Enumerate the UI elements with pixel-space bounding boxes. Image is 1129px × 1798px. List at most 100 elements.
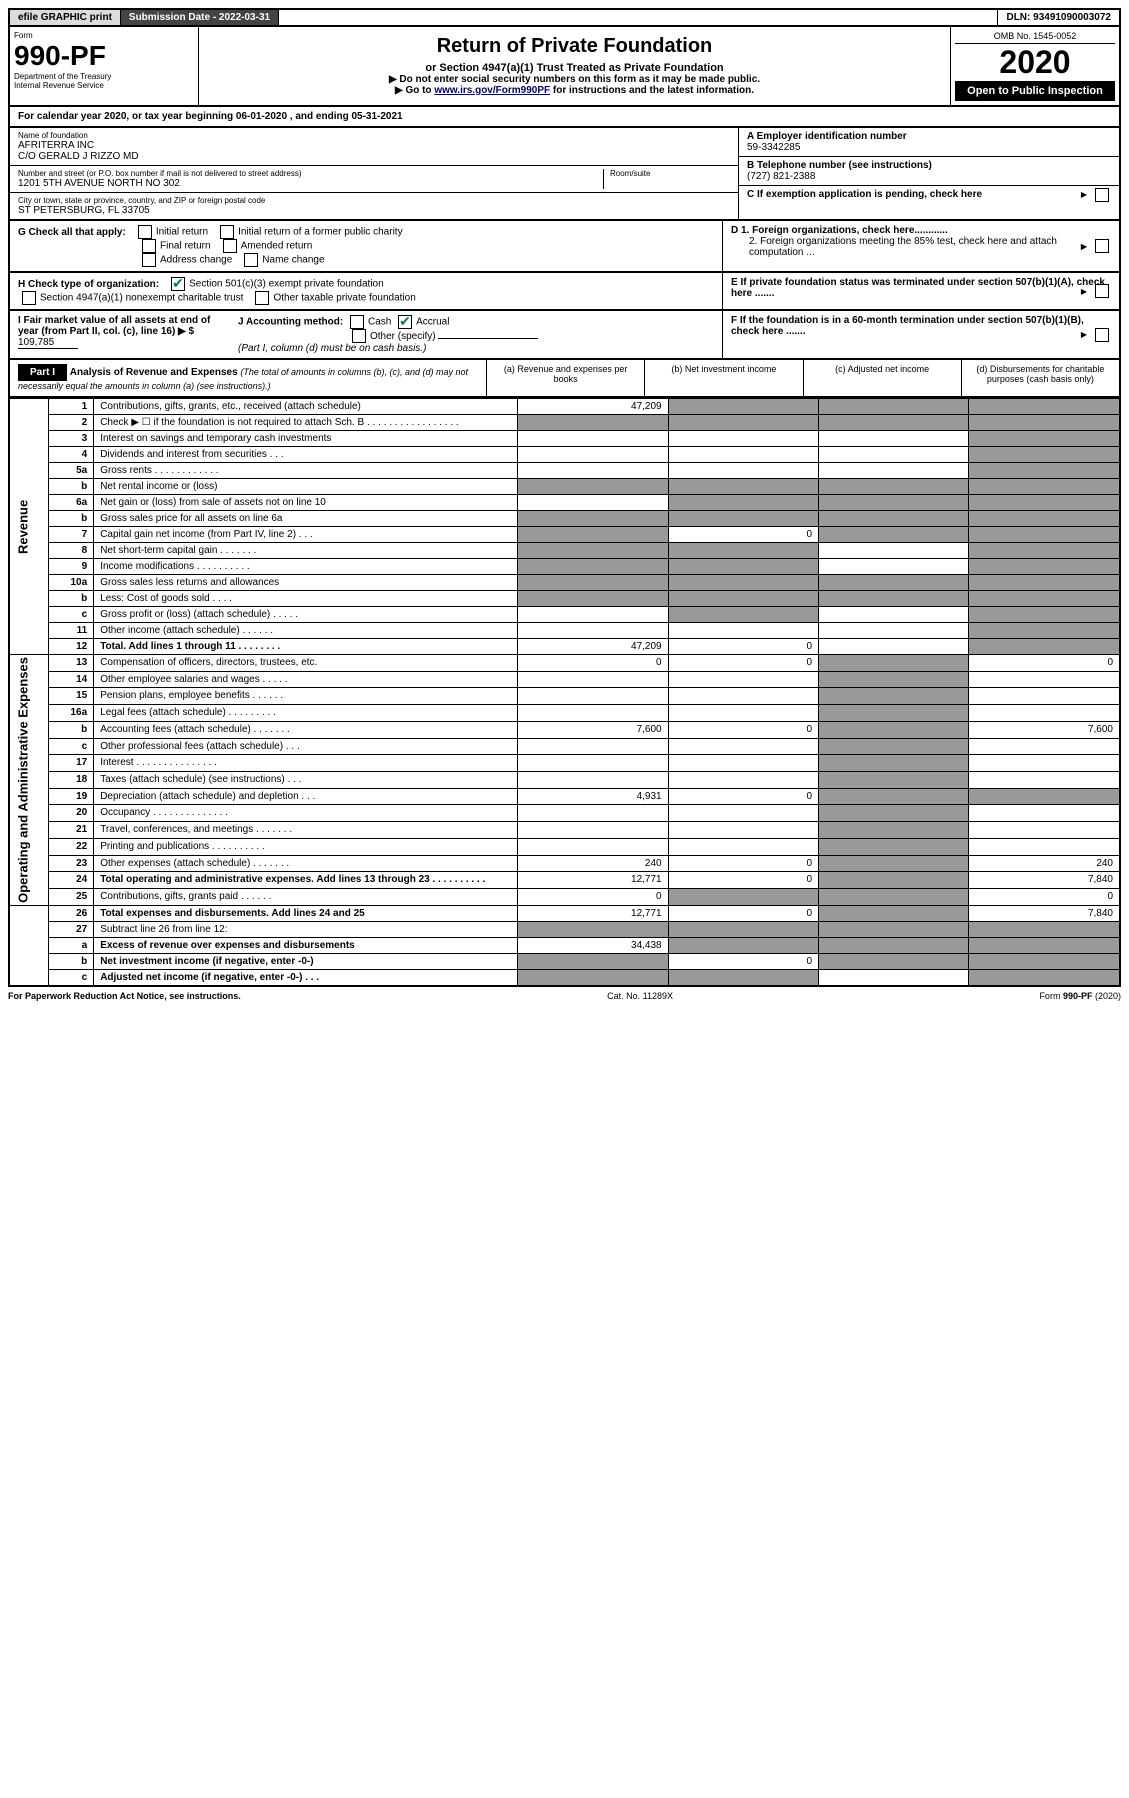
h-other-taxable[interactable] [255,291,269,305]
i-fmv: I Fair market value of all assets at end… [18,315,218,354]
footer-right: Form 990-PF (2020) [1039,991,1121,1001]
table-row: aExcess of revenue over expenses and dis… [9,937,1120,953]
c-checkbox[interactable] [1095,188,1109,202]
col-d-header: (d) Disbursements for charitable purpose… [961,360,1119,396]
table-row: 9Income modifications . . . . . . . . . … [9,559,1120,575]
dept: Department of the Treasury [14,72,194,81]
table-row: 6aNet gain or (loss) from sale of assets… [9,495,1120,511]
table-row: 8Net short-term capital gain . . . . . .… [9,543,1120,559]
col-b-header: (b) Net investment income [644,360,802,396]
table-row: 25Contributions, gifts, grants paid . . … [9,889,1120,906]
entity-info: Name of foundation AFRITERRA INC C/O GER… [8,128,1121,221]
table-row: 23Other expenses (attach schedule) . . .… [9,855,1120,872]
table-row: 21Travel, conferences, and meetings . . … [9,822,1120,839]
g-initial-former[interactable] [220,225,234,239]
calendar-year-line: For calendar year 2020, or tax year begi… [8,107,1121,128]
foundation-name-block: Name of foundation AFRITERRA INC C/O GER… [10,128,738,166]
header-right: OMB No. 1545-0052 2020 Open to Public In… [950,27,1119,105]
table-row: 16aLegal fees (attach schedule) . . . . … [9,705,1120,722]
table-row: 2Check ▶ ☐ if the foundation is not requ… [9,415,1120,431]
form990pf-link[interactable]: www.irs.gov/Form990PF [434,85,550,96]
table-row: 26Total expenses and disbursements. Add … [9,905,1120,921]
d2-checkbox[interactable] [1095,239,1109,253]
table-row: 20Occupancy . . . . . . . . . . . . . . [9,805,1120,822]
f-checkbox[interactable] [1095,328,1109,342]
table-row: 19Depreciation (attach schedule) and dep… [9,788,1120,805]
table-row: 22Printing and publications . . . . . . … [9,838,1120,855]
address-block: Number and street (or P.O. box number if… [10,166,738,193]
header-left: Form 990-PF Department of the Treasury I… [10,27,199,105]
table-row: 18Taxes (attach schedule) (see instructi… [9,772,1120,789]
table-row: 7Capital gain net income (from Part IV, … [9,527,1120,543]
table-row: cAdjusted net income (if negative, enter… [9,969,1120,986]
note-link: ▶ Go to www.irs.gov/Form990PF for instru… [203,85,946,96]
g-amended[interactable] [223,239,237,253]
table-row: 10aGross sales less returns and allowanc… [9,575,1120,591]
irs: Internal Revenue Service [14,81,194,90]
col-a-header: (a) Revenue and expenses per books [486,360,644,396]
form-subtitle: or Section 4947(a)(1) Trust Treated as P… [203,62,946,74]
g-address-change[interactable] [142,253,156,267]
table-row: 27Subtract line 26 from line 12: [9,921,1120,937]
table-row: 4Dividends and interest from securities … [9,447,1120,463]
efile-print-button[interactable]: efile GRAPHIC print [10,10,121,25]
form-word: Form [14,31,194,40]
table-row: bAccounting fees (attach schedule) . . .… [9,721,1120,738]
tax-year: 2020 [955,44,1115,81]
table-row: cOther professional fees (attach schedul… [9,738,1120,755]
table-row: Operating and Administrative Expenses 13… [9,655,1120,672]
page-footer: For Paperwork Reduction Act Notice, see … [8,987,1121,1005]
h-4947[interactable] [22,291,36,305]
footer-mid: Cat. No. 11289X [607,991,673,1001]
d-section: D 1. Foreign organizations, check here..… [722,221,1119,271]
table-row: 15Pension plans, employee benefits . . .… [9,688,1120,705]
part1-table: Revenue 1Contributions, gifts, grants, e… [8,398,1121,987]
omb-number: OMB No. 1545-0052 [955,31,1115,44]
table-row: bNet investment income (if negative, ent… [9,953,1120,969]
table-row: bNet rental income or (loss) [9,479,1120,495]
f-section: F If the foundation is in a 60-month ter… [722,311,1119,358]
table-row: 14Other employee salaries and wages . . … [9,671,1120,688]
table-row: 3Interest on savings and temporary cash … [9,431,1120,447]
j-accrual[interactable] [398,315,412,329]
dln: DLN: 93491090003072 [997,10,1119,25]
table-row: 12Total. Add lines 1 through 11 . . . . … [9,639,1120,655]
table-row: bGross sales price for all assets on lin… [9,511,1120,527]
e-checkbox[interactable] [1095,284,1109,298]
ij-section: I Fair market value of all assets at end… [8,311,1121,360]
table-row: 5aGross rents . . . . . . . . . . . . [9,463,1120,479]
top-bar: efile GRAPHIC print Submission Date - 20… [8,8,1121,27]
j-other[interactable] [352,329,366,343]
table-row: cGross profit or (loss) (attach schedule… [9,607,1120,623]
phone-block: B Telephone number (see instructions) (7… [739,157,1119,186]
table-row: Revenue 1Contributions, gifts, grants, e… [9,399,1120,415]
ein-block: A Employer identification number 59-3342… [739,128,1119,157]
table-row: bLess: Cost of goods sold . . . . [9,591,1120,607]
col-c-header: (c) Adjusted net income [803,360,961,396]
g-section: G Check all that apply: Initial return I… [8,221,1121,273]
g-initial-return[interactable] [138,225,152,239]
j-cash[interactable] [350,315,364,329]
submission-date: Submission Date - 2022-03-31 [121,10,279,25]
j-accounting: J Accounting method: Cash Accrual Other … [218,315,714,354]
h-section: H Check type of organization: Section 50… [8,273,1121,311]
form-title: Return of Private Foundation [203,35,946,58]
g-final-return[interactable] [142,239,156,253]
header-mid: Return of Private Foundation or Section … [199,27,950,105]
operating-sidelabel: Operating and Administrative Expenses [9,655,48,906]
e-section: E If private foundation status was termi… [722,273,1119,309]
table-row: 24Total operating and administrative exp… [9,872,1120,889]
footer-left: For Paperwork Reduction Act Notice, see … [8,991,241,1001]
note-ssn: ▶ Do not enter social security numbers o… [203,74,946,85]
form-number: 990-PF [14,40,194,72]
city-block: City or town, state or province, country… [10,193,738,219]
revenue-sidelabel: Revenue [9,399,48,655]
g-name-change[interactable] [244,253,258,267]
part1-badge: Part I [18,364,67,381]
c-exemption: C If exemption application is pending, c… [739,186,1119,203]
h-501c3[interactable] [171,277,185,291]
part1-header: Part I Analysis of Revenue and Expenses … [8,360,1121,398]
open-public-badge: Open to Public Inspection [955,81,1115,101]
table-row: 11Other income (attach schedule) . . . .… [9,623,1120,639]
table-row: 17Interest . . . . . . . . . . . . . . . [9,755,1120,772]
